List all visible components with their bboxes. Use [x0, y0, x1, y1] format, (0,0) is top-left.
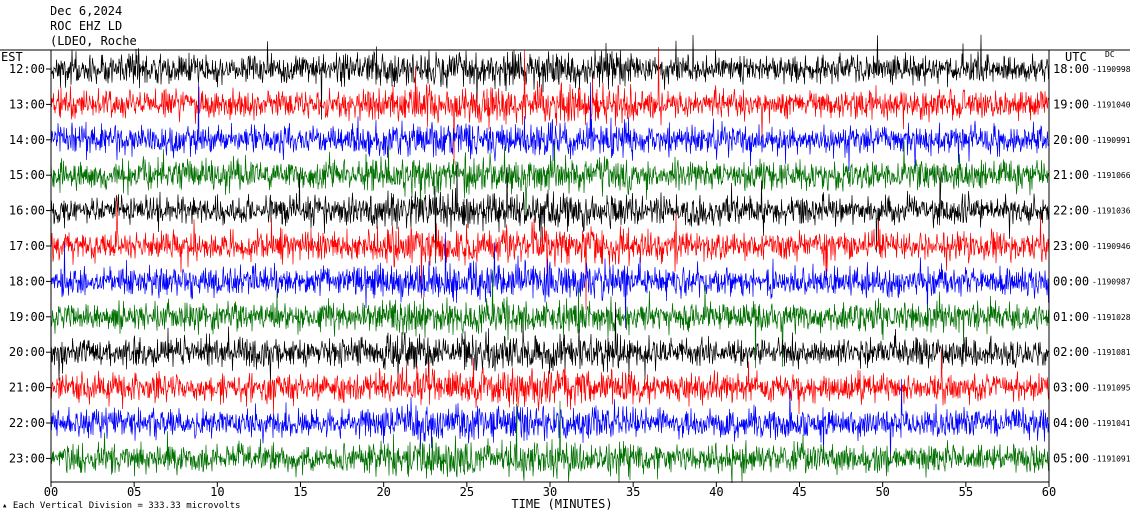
- row-dc-offset-label: -1190946: [1092, 242, 1130, 251]
- x-tick-label: 10: [210, 485, 224, 499]
- row-dc-offset-label: -1190998: [1092, 65, 1130, 74]
- trace-line: [50, 400, 1050, 488]
- row-dc-offset-label: -1191081: [1092, 348, 1130, 357]
- trace-line: [50, 378, 1050, 464]
- row-left-time-label: 17:00: [9, 239, 45, 253]
- row-right-time-label: 01:00: [1053, 310, 1089, 324]
- x-tick-label: 20: [376, 485, 390, 499]
- row-left-time-label: 23:00: [9, 451, 45, 465]
- trace-line: [50, 47, 1050, 165]
- footer-note: ▴ Each Vertical Division = 333.33 microv…: [2, 501, 240, 511]
- row-left-time-label: 16:00: [9, 204, 45, 218]
- left-tz-label: EST: [1, 50, 23, 64]
- trace-line: [50, 349, 1050, 415]
- row-left-time-label: 20:00: [9, 345, 45, 359]
- x-tick-label: 45: [792, 485, 806, 499]
- x-tick-label: 40: [709, 485, 723, 499]
- bottom-margin-mask: [0, 483, 1130, 519]
- row-left-time-label: 21:00: [9, 381, 45, 395]
- row-left-time-label: 15:00: [9, 168, 45, 182]
- left-margin-mask: [0, 0, 51, 519]
- row-right-time-label: 19:00: [1053, 97, 1089, 111]
- row-left-time-label: 14:00: [9, 133, 45, 147]
- row-left-time-label: 22:00: [9, 416, 45, 430]
- row-left-time-label: 19:00: [9, 310, 45, 324]
- trace-line: [50, 270, 1050, 369]
- row-right-time-label: 21:00: [1053, 168, 1089, 182]
- row-dc-offset-label: -1191028: [1092, 313, 1130, 322]
- right-margin-mask: [1049, 0, 1130, 519]
- trace-line: [50, 232, 1050, 329]
- row-right-time-label: 05:00: [1053, 451, 1089, 465]
- row-left-time-label: 12:00: [9, 62, 45, 76]
- header-date: Dec 6,2024: [50, 4, 123, 18]
- row-dc-offset-label: -1191091: [1092, 454, 1130, 463]
- row-dc-offset-label: -1190991: [1092, 136, 1130, 145]
- x-tick-label: 00: [44, 485, 58, 499]
- x-tick-label: 50: [875, 485, 889, 499]
- row-dc-offset-label: -1191036: [1092, 207, 1130, 216]
- trace-line: [50, 164, 1050, 264]
- row-right-time-label: 18:00: [1053, 62, 1089, 76]
- x-tick-label: 60: [1042, 485, 1056, 499]
- row-left-time-label: 13:00: [9, 97, 45, 111]
- right-tz-label: UTC: [1065, 50, 1087, 64]
- row-right-time-label: 00:00: [1053, 274, 1089, 288]
- trace-line: [50, 82, 1050, 172]
- x-tick-label: 30: [543, 485, 557, 499]
- traces-layer: [50, 34, 1050, 488]
- row-dc-offset-label: -1191040: [1092, 100, 1130, 109]
- x-tick-label: 05: [127, 485, 141, 499]
- x-axis-title: TIME (MINUTES): [511, 497, 612, 511]
- row-right-time-label: 03:00: [1053, 381, 1089, 395]
- row-right-time-label: 04:00: [1053, 416, 1089, 430]
- row-dc-offset-label: -1191041: [1092, 419, 1130, 428]
- footer-mark-icon: ▴: [2, 501, 8, 511]
- dc-label: DC: [1105, 50, 1115, 59]
- row-dc-offset-label: -1191066: [1092, 171, 1130, 180]
- row-right-time-label: 02:00: [1053, 345, 1089, 359]
- row-dc-offset-label: -1191095: [1092, 384, 1130, 393]
- trace-line: [50, 34, 1050, 120]
- x-tick-label: 25: [460, 485, 474, 499]
- x-tick-label: 35: [626, 485, 640, 499]
- trace-line: [50, 196, 1050, 310]
- row-right-time-label: 22:00: [1053, 204, 1089, 218]
- header-station: ROC EHZ LD: [50, 19, 123, 33]
- x-tick-label: 15: [293, 485, 307, 499]
- row-dc-offset-label: -1190987: [1092, 277, 1130, 286]
- trace-line: [50, 302, 1050, 395]
- footer-scale-text: Each Vertical Division = 333.33 microvol…: [12, 501, 241, 511]
- row-right-time-label: 23:00: [1053, 239, 1089, 253]
- row-right-time-label: 20:00: [1053, 133, 1089, 147]
- row-left-time-label: 18:00: [9, 274, 45, 288]
- x-tick-label: 55: [959, 485, 973, 499]
- header-network: (LDEO, Roche: [50, 34, 137, 48]
- trace-line: [50, 140, 1050, 222]
